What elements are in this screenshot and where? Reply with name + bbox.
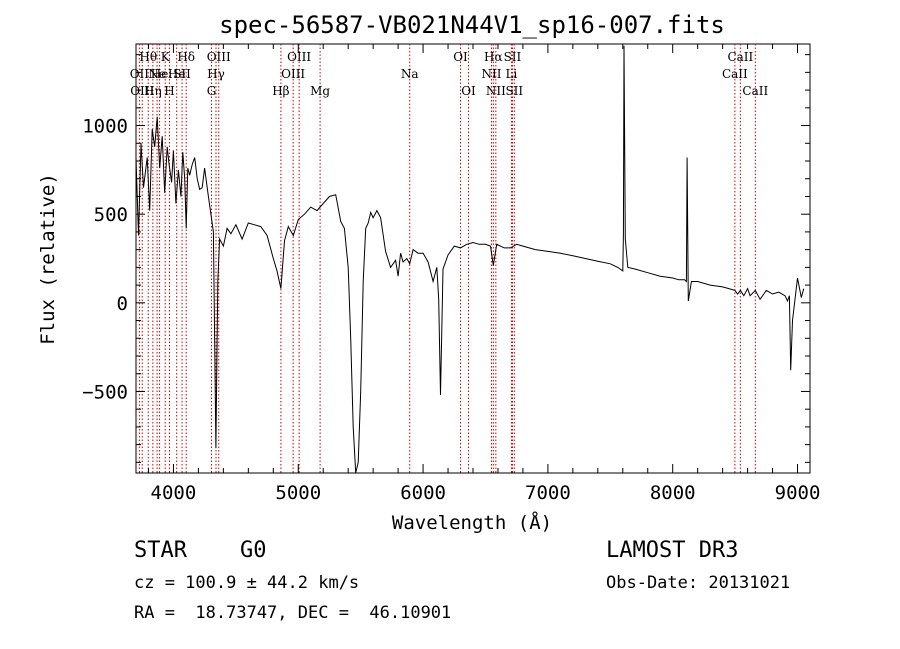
x-tick-label: 6000	[400, 482, 446, 504]
line-marker-label: Hθ	[139, 50, 157, 64]
line-marker-label: Hγ	[207, 67, 225, 81]
y-tick-label: 1000	[82, 116, 128, 138]
obs-date: Obs-Date: 20131021	[606, 573, 791, 593]
line-marker-label: Ne	[148, 67, 166, 81]
line-marker-label: Li	[506, 67, 518, 81]
redshift-readout: cz = 100.9 ± 44.2 km/s	[134, 573, 360, 593]
x-tick-label: 7000	[525, 482, 571, 504]
line-marker-label: He	[168, 67, 186, 81]
line-marker-label: G	[207, 84, 217, 98]
line-marker-label: OII	[130, 67, 150, 81]
line-marker-label: K	[161, 50, 171, 64]
line-marker-label: H	[164, 84, 174, 98]
y-tick-label: −500	[82, 381, 128, 403]
y-tick-label: 0	[117, 293, 128, 315]
plot-frame	[135, 43, 811, 474]
line-marker-label: CaII	[727, 50, 753, 64]
line-marker-label: OIII	[130, 84, 154, 98]
line-marker-label: NII	[486, 84, 506, 98]
y-tick-label: 500	[94, 204, 128, 226]
x-tick-label: 9000	[775, 482, 821, 504]
x-tick-label: 5000	[275, 482, 321, 504]
line-marker-label: CaII	[722, 67, 748, 81]
x-tick-label: 4000	[151, 482, 197, 504]
line-marker-label: OIII	[281, 67, 305, 81]
line-marker-label: OI	[453, 50, 468, 64]
y-axis-ticks: −500 0 500 1000	[82, 54, 810, 463]
spectrum-chart: spec-56587-VB021N44V1_sp16-007.fits OII O…	[37, 11, 821, 534]
line-marker-label: Mg	[310, 84, 330, 98]
chart-title: spec-56587-VB021N44V1_sp16-007.fits	[219, 11, 725, 39]
x-tick-label: 8000	[650, 482, 696, 504]
survey-name: LAMOST DR3	[606, 538, 739, 563]
line-marker-label: Hα	[484, 50, 503, 64]
line-marker-label: CaII	[742, 84, 768, 98]
object-subclass: G0	[240, 538, 267, 563]
line-marker-label: Hβ	[272, 84, 289, 98]
line-marker-label: SII	[173, 67, 191, 81]
line-marker-label: SII	[505, 84, 523, 98]
line-marker-label: Hδ	[177, 50, 195, 64]
coordinates-readout: RA = 18.73747, DEC = 46.10901	[134, 603, 452, 623]
x-axis-label: Wavelength (Å)	[392, 511, 552, 534]
line-marker-labels: OIIOIIIHθHηNeHeKHHeSIIHδGHγOIIIHβOIIIOII…	[130, 50, 769, 98]
line-marker-label: NII	[481, 67, 501, 81]
line-marker-label: SII	[504, 50, 522, 64]
line-marker-label: Hη	[144, 84, 162, 98]
spectrum-line	[135, 45, 805, 474]
y-axis-label: Flux (relative)	[37, 173, 59, 345]
line-marker-label: He	[151, 67, 169, 81]
line-marker-label: OIII	[287, 50, 311, 64]
x-axis-ticks: 4000 5000 6000 7000 8000 9000	[147, 44, 821, 504]
line-marker-label: OI	[461, 84, 476, 98]
line-marker-label: OIII	[207, 50, 231, 64]
line-marker-label: Na	[401, 67, 419, 81]
line-markers	[138, 44, 756, 473]
object-class: STAR	[134, 538, 187, 563]
